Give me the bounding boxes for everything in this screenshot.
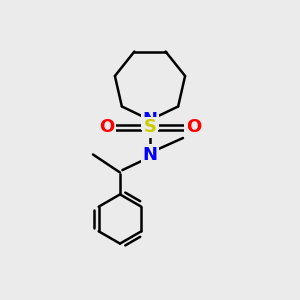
Text: O: O	[99, 118, 114, 136]
Text: S: S	[143, 118, 157, 136]
Text: N: N	[142, 111, 158, 129]
Text: O: O	[186, 118, 201, 136]
Text: N: N	[142, 146, 158, 164]
